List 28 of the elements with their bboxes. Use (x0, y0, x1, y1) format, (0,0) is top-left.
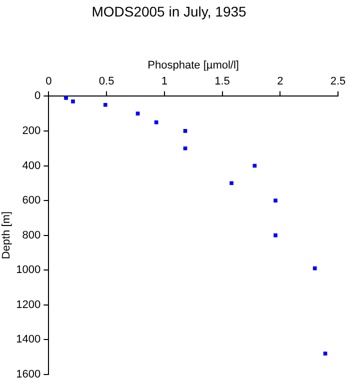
x-tick-label: 2 (277, 76, 284, 88)
x-axis-title: Phosphate [µmol/l] (148, 59, 240, 72)
x-tick-label: 0.5 (98, 76, 114, 88)
point (71, 100, 75, 104)
y-tick-label: 800 (22, 229, 41, 242)
x-tick-label: 2.5 (330, 76, 346, 88)
x-tick-label: 1 (161, 76, 168, 88)
y-tick-label: 1200 (16, 298, 41, 311)
y-tick-label: 0 (34, 90, 41, 102)
x-tick-label: 1.5 (214, 76, 230, 88)
point (312, 266, 317, 270)
point (274, 198, 278, 202)
point (323, 352, 328, 356)
point (274, 233, 278, 238)
y-tick-label: 1000 (16, 264, 41, 276)
point (230, 181, 234, 186)
x-tick-label: 0 (46, 76, 52, 88)
y-tick-label: 200 (22, 125, 41, 138)
point (136, 112, 140, 116)
point (183, 146, 188, 150)
y-tick-label: 1600 (16, 368, 41, 380)
point (183, 129, 188, 133)
chart-title: MODS2005 in July, 1935 (92, 3, 247, 20)
point (103, 102, 108, 107)
y-tick-label: 400 (22, 160, 41, 172)
y-tick-label: 1400 (16, 334, 41, 346)
y-tick-label: 600 (22, 194, 41, 207)
y-axis-title: Depth [m] (0, 211, 13, 260)
